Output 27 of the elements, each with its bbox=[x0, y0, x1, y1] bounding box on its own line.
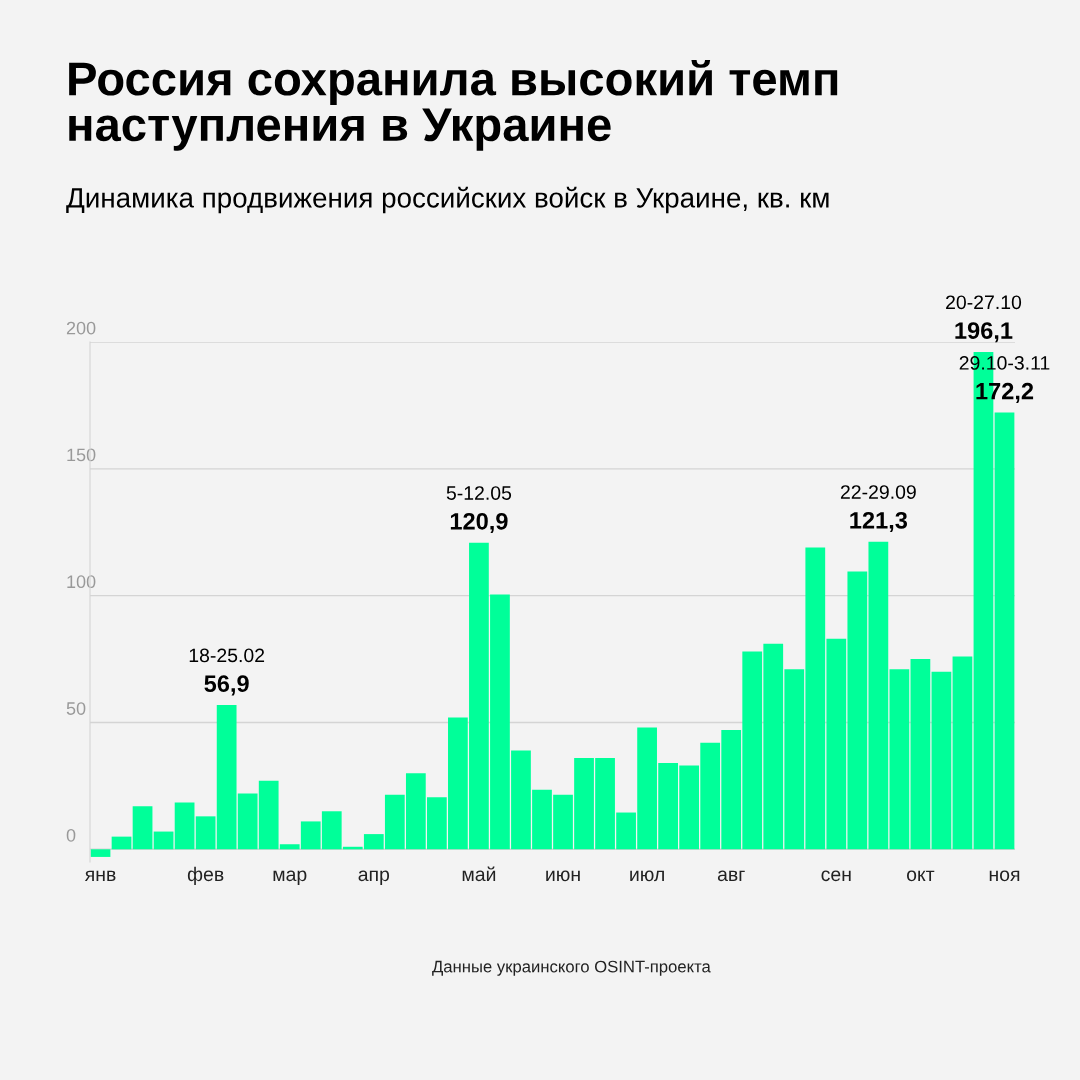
x-tick-label: авг bbox=[717, 870, 745, 882]
y-tick-label: 150 bbox=[67, 448, 96, 462]
y-tick-label: 0 bbox=[66, 828, 76, 842]
data-label: 121,3 bbox=[850, 511, 908, 533]
x-tick-label: май bbox=[462, 866, 496, 882]
x-tick-label: июл bbox=[630, 870, 664, 882]
x-tick-label: янв bbox=[84, 870, 116, 881]
data-label: 56,9 bbox=[204, 675, 249, 696]
annotation: 22-29.09 bbox=[840, 485, 916, 499]
data-label: 120,9 bbox=[450, 512, 508, 534]
x-tick-label: фев bbox=[187, 866, 224, 885]
chart-subtitle: Динамика продвижения российских войск в Украине, кв. км bbox=[66, 186, 829, 214]
annotation: 20-27.10 bbox=[946, 295, 1022, 310]
x-tick-label: ноя bbox=[989, 870, 1020, 882]
annotation: 18-25.02 bbox=[189, 648, 265, 663]
text: Данные украинского OSINT-проекта bbox=[432, 960, 711, 976]
x-tick-label: окт bbox=[906, 870, 935, 882]
x-tick-label: мар bbox=[273, 870, 307, 885]
y-tick-label: 50 bbox=[66, 702, 86, 715]
x-tick-label: апр bbox=[358, 870, 390, 885]
annotation: 5-12.05 bbox=[446, 486, 512, 500]
x-tick-label: июн bbox=[546, 870, 580, 882]
data-label: 196,1 bbox=[955, 322, 1013, 343]
x-tick-label: сен bbox=[821, 870, 851, 882]
y-tick-label: 100 bbox=[67, 575, 96, 589]
chart-title: Россия сохранила высокий темп наступления в Украине bbox=[69, 60, 838, 151]
y-tick-label: 200 bbox=[66, 321, 96, 335]
